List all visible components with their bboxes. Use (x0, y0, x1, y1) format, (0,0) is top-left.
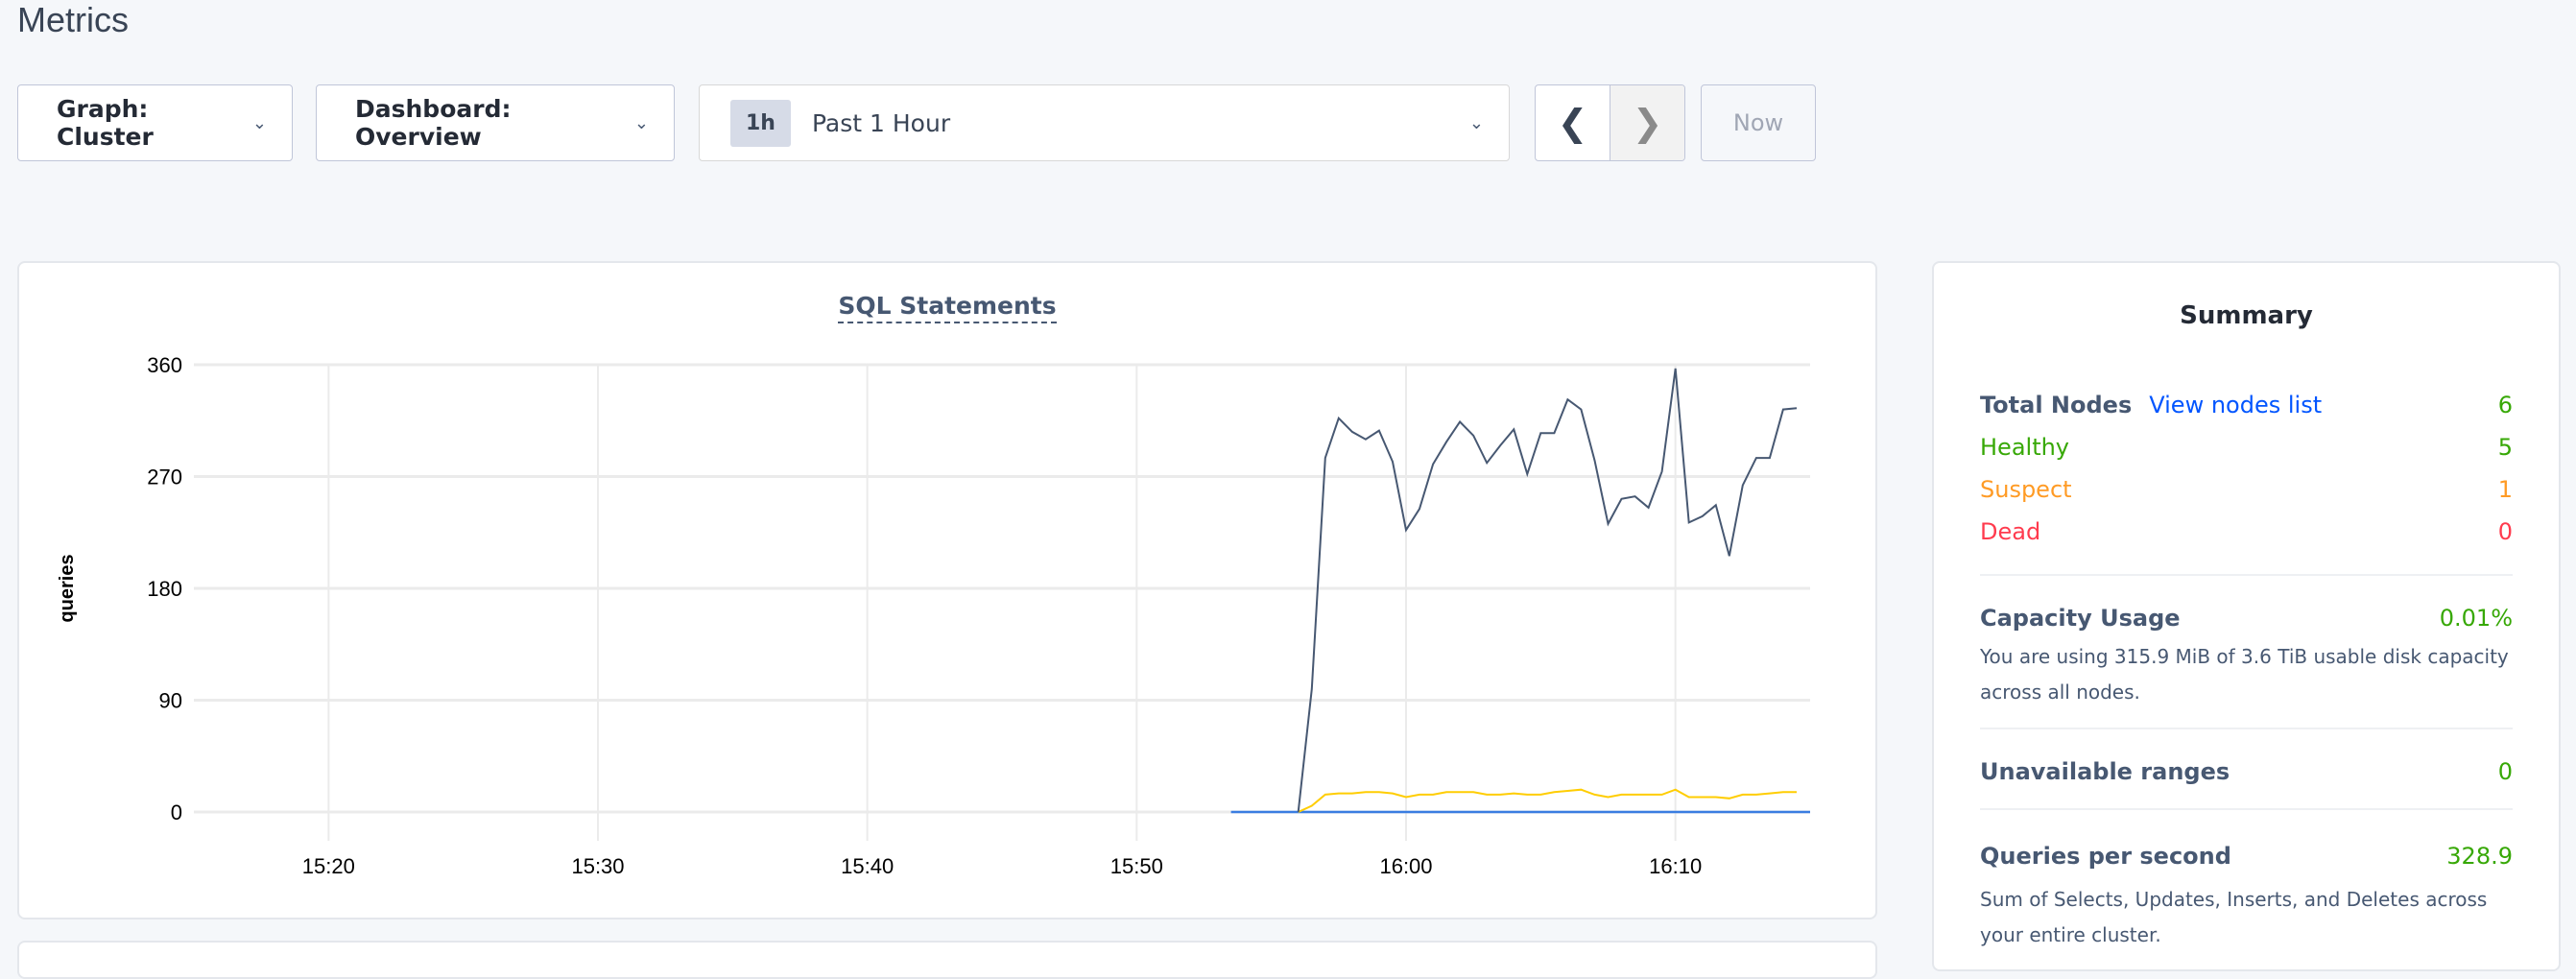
capacity-description: You are using 315.9 MiB of 3.6 TiB usabl… (1980, 645, 2509, 704)
x-tick-label: 16:10 (1649, 854, 1702, 878)
dead-label: Dead (1980, 518, 2041, 545)
y-tick-label: 180 (147, 577, 182, 601)
next-chart-card (17, 941, 1877, 979)
summary-card: Summary Total Nodes View nodes list 6 He… (1932, 261, 2561, 971)
suspect-label: Suspect (1980, 476, 2072, 503)
series-line (1298, 788, 1797, 813)
chart-title[interactable]: SQL Statements (838, 292, 1057, 323)
divider (1980, 728, 2513, 729)
chevron-left-icon: ❮ (1557, 102, 1588, 144)
y-tick-label: 90 (159, 689, 182, 713)
x-tick-label: 15:20 (302, 854, 355, 878)
capacity-usage-label: Capacity Usage (1980, 605, 2181, 632)
healthy-label: Healthy (1980, 434, 2070, 461)
time-range-label: Past 1 Hour (811, 108, 951, 137)
x-tick-label: 15:50 (1110, 854, 1163, 878)
chevron-right-icon: ❯ (1632, 102, 1663, 144)
divider (1980, 574, 2513, 576)
time-nav: ❮ ❯ (1535, 84, 1685, 161)
y-tick-label: 360 (147, 353, 182, 377)
unavailable-ranges-label: Unavailable ranges (1980, 758, 2230, 785)
divider (1980, 808, 2513, 810)
chevron-down-icon: ⌄ (251, 112, 267, 133)
time-range-badge: 1h (730, 99, 791, 147)
view-nodes-list-link[interactable]: View nodes list (2149, 392, 2323, 418)
page-title: Metrics (17, 0, 129, 39)
qps-description: Sum of Selects, Updates, Inserts, and De… (1980, 888, 2488, 946)
time-range-dropdown[interactable]: 1h Past 1 Hour ⌄ (699, 84, 1510, 161)
next-button[interactable]: ❯ (1610, 85, 1684, 160)
x-tick-label: 15:30 (571, 854, 624, 878)
healthy-value: 5 (2497, 434, 2513, 461)
total-nodes-value: 6 (2497, 392, 2513, 418)
now-button[interactable]: Now (1701, 84, 1816, 161)
y-axis-label: queries (57, 554, 78, 622)
total-nodes-label: Total Nodes (1980, 392, 2133, 418)
x-tick-label: 16:00 (1379, 854, 1432, 878)
series-line (1297, 368, 1798, 813)
suspect-value: 1 (2497, 476, 2513, 503)
unavailable-ranges-value: 0 (2497, 758, 2513, 785)
previous-button[interactable]: ❮ (1536, 85, 1610, 160)
dashboard-dropdown-label: Dashboard: Overview (355, 95, 512, 151)
graph-dropdown-label: Graph: Cluster (57, 95, 154, 151)
qps-value: 328.9 (2446, 843, 2513, 870)
dead-value: 0 (2497, 518, 2513, 545)
sql-statements-chart: 0 90 180 270 360 15:20 15:30 15:40 15:50 16:00 16:… (57, 353, 1810, 878)
summary-title: Summary (2180, 301, 2313, 330)
chevron-down-icon: ⌄ (1468, 112, 1484, 133)
sql-statements-chart-card: SQL Statements 0 90 180 270 360 15:20 15:30 15:… (17, 261, 1877, 919)
x-tick-label: 15:40 (841, 854, 894, 878)
y-tick-label: 0 (171, 800, 182, 824)
dashboard-dropdown[interactable]: Dashboard: Overview ⌄ (316, 84, 675, 161)
capacity-usage-value: 0.01% (2439, 605, 2513, 632)
graph-dropdown[interactable]: Graph: Cluster ⌄ (17, 84, 293, 161)
qps-label: Queries per second (1980, 843, 2231, 870)
chevron-down-icon: ⌄ (633, 112, 649, 133)
y-tick-label: 270 (147, 466, 182, 490)
